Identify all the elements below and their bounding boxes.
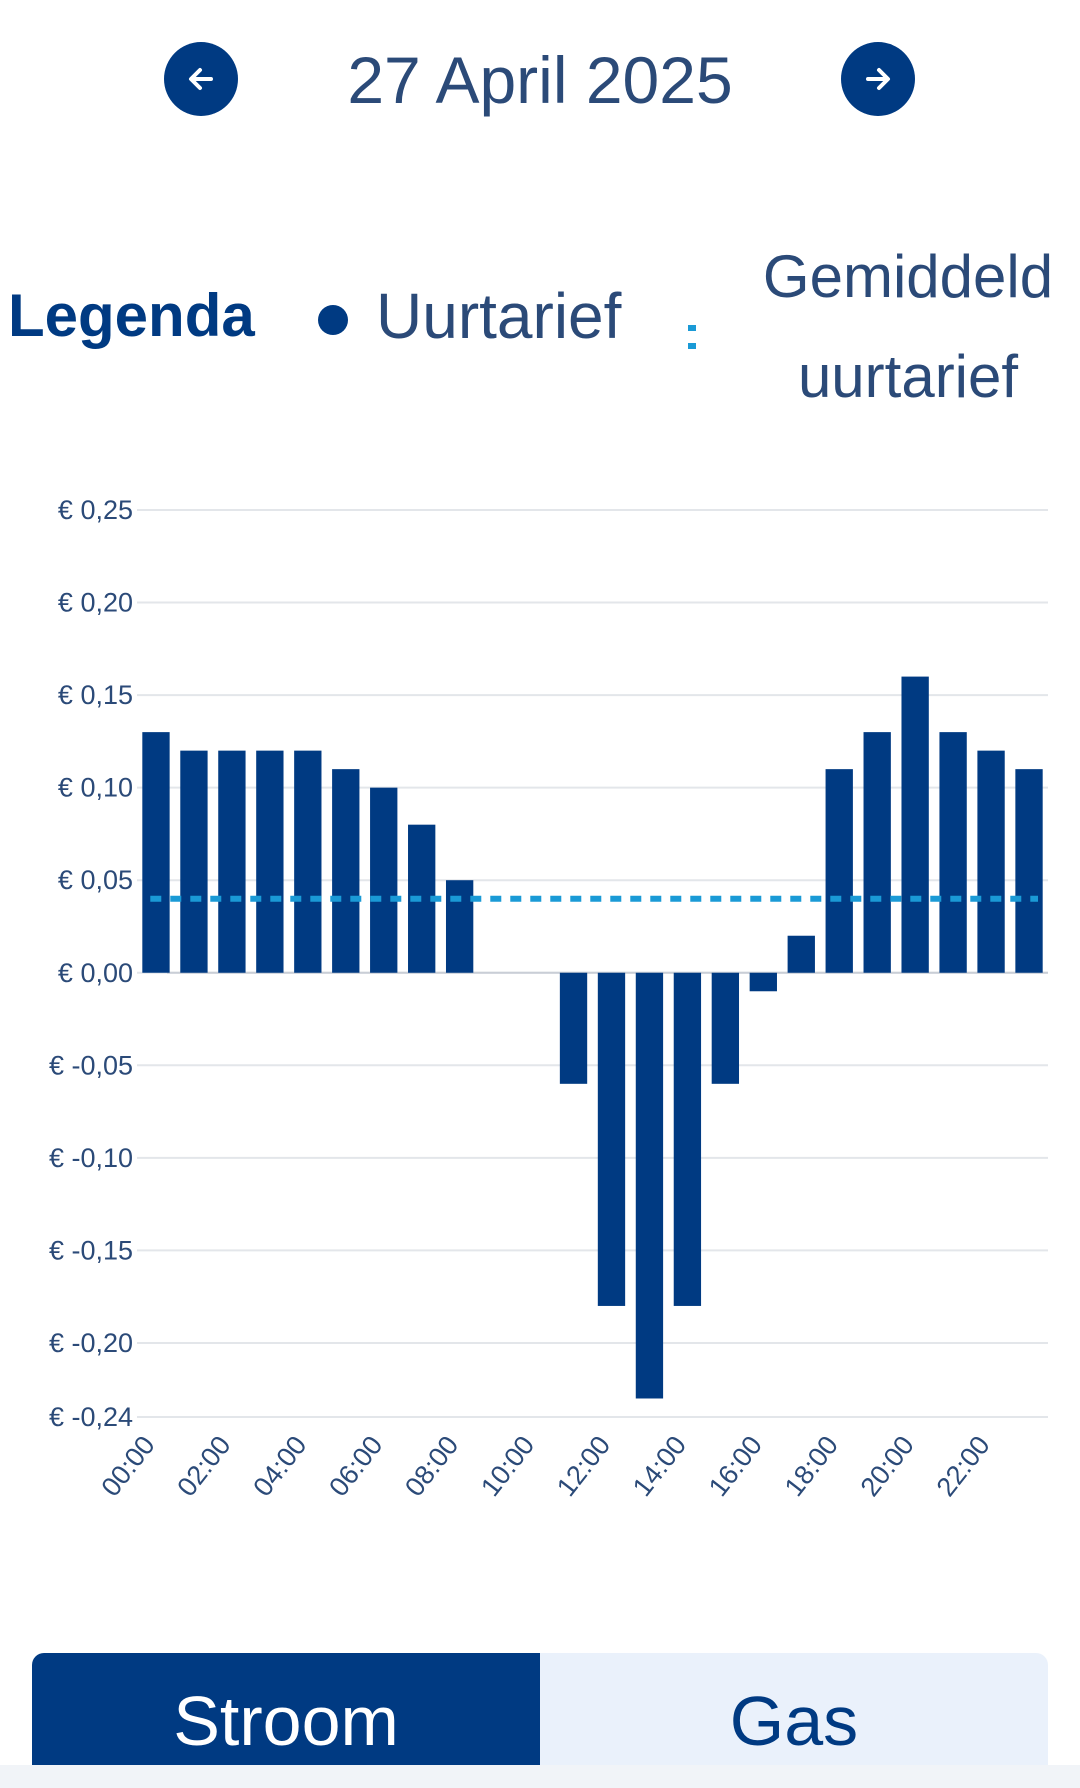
x-tick-label: 20:00 <box>855 1430 920 1502</box>
chart-bar <box>559 972 588 1084</box>
x-tick-label: 08:00 <box>399 1430 464 1502</box>
chart-bar <box>863 732 891 973</box>
y-tick-label: € -0,20 <box>49 1328 133 1358</box>
chart-bar <box>597 972 626 1306</box>
chart-bar <box>825 769 853 973</box>
chart-bar <box>635 972 664 1399</box>
y-tick-label: € 0,10 <box>58 773 133 803</box>
y-tick-label: € 0,15 <box>58 680 133 710</box>
next-day-button[interactable] <box>841 42 915 116</box>
y-tick-label: € -0,15 <box>49 1235 133 1265</box>
y-tick-label: € 0,20 <box>58 588 133 618</box>
price-chart-svg: € 0,25 € 0,20 € 0,15 € 0,10 € 0,05 € 0,00 € -0… <box>49 495 1048 1502</box>
y-tick-label: € 0,00 <box>58 958 133 988</box>
chart-bar <box>977 750 1005 973</box>
x-tick-label: 12:00 <box>551 1430 616 1502</box>
x-tick-label: 00:00 <box>95 1430 160 1502</box>
chart-bar <box>218 750 246 973</box>
legend-series-marker <box>318 305 348 335</box>
previous-day-button[interactable] <box>164 42 238 116</box>
chart-bar <box>787 935 815 973</box>
y-tick-label: € 0,05 <box>58 865 133 895</box>
y-tick-label: € -0,05 <box>49 1050 133 1080</box>
x-tick-label: 02:00 <box>171 1430 236 1502</box>
arrow-right-icon <box>866 68 890 90</box>
legend-average-label-line2: uurtarief <box>797 343 1019 410</box>
legend-series-label: Uurtarief <box>376 280 622 352</box>
legend-title: Legenda <box>8 282 255 349</box>
legend-average-label-line1: Gemiddeld <box>762 243 1054 310</box>
y-tick-label: € -0,10 <box>49 1143 133 1173</box>
date-navigation: 27 April 2025 <box>0 40 1080 120</box>
chart-bar <box>142 732 170 973</box>
chart-bar <box>1015 769 1043 973</box>
tab-stroom[interactable]: Stroom <box>32 1653 540 1765</box>
chart-bar <box>673 972 702 1306</box>
chart-bar <box>180 750 208 973</box>
tab-gas[interactable]: Gas <box>540 1653 1048 1765</box>
arrow-left-icon <box>189 68 213 90</box>
bottom-strip <box>0 1765 1080 1788</box>
x-tick-label: 22:00 <box>931 1430 996 1502</box>
chart-bar <box>370 787 398 973</box>
x-tick-label: 10:00 <box>475 1430 540 1502</box>
price-chart: € 0,25 € 0,20 € 0,15 € 0,10 € 0,05 € 0,00 € -0… <box>0 470 1080 1540</box>
chart-legend: Legenda Uurtarief Gemiddeld uurtarief <box>0 225 1080 410</box>
legend-average-label: Gemiddeld uurtarief <box>738 227 1078 427</box>
chart-bar <box>711 972 740 1084</box>
chart-bar <box>256 750 284 973</box>
x-tick-label: 04:00 <box>247 1430 312 1502</box>
legend-average-marker <box>688 318 714 349</box>
chart-bar <box>939 732 967 973</box>
x-tick-label: 18:00 <box>779 1430 844 1502</box>
energy-type-tabs: Stroom Gas <box>32 1653 1048 1765</box>
chart-bar <box>294 750 322 973</box>
x-tick-label: 06:00 <box>323 1430 388 1502</box>
chart-bar <box>749 972 777 992</box>
chart-bar <box>332 769 360 973</box>
x-tick-label: 16:00 <box>703 1430 768 1502</box>
y-tick-label: € 0,25 <box>58 495 133 525</box>
chart-bar <box>901 676 929 973</box>
chart-bar <box>445 880 474 973</box>
x-tick-label: 14:00 <box>627 1430 692 1502</box>
date-title: 27 April 2025 <box>347 43 733 117</box>
y-tick-label: € -0,24 <box>49 1402 133 1432</box>
